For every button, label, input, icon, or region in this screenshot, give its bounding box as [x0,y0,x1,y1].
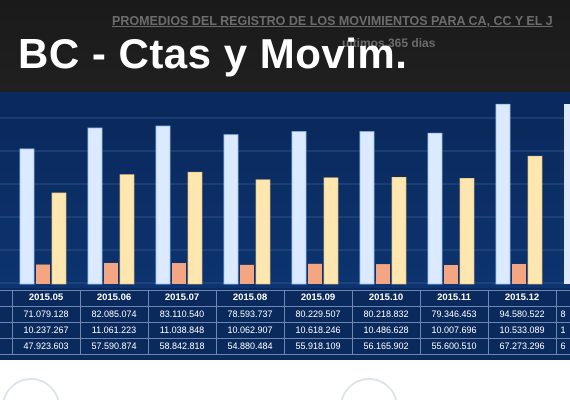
gridlines [0,117,570,284]
chart-subtitle: ultimos 365 dias [342,36,436,50]
bar-series-1 [19,148,35,285]
table-cell: 83.110.540 [159,309,205,319]
table-rule [0,306,570,307]
watermark-seal-icon [2,378,60,400]
table-cell: 80.229.507 [295,309,341,319]
bar-series-3 [187,171,203,285]
data-table: 2015.05 2015.06 2015.07 2015.08 2015.09 2015.… [0,288,570,360]
table-cell: 82.085.074 [91,309,137,319]
chart-title: PROMEDIOS DEL REGISTRO DE LOS MOVIMIENTO… [112,14,553,28]
table-divider [12,290,13,354]
table-cell: 80.218.832 [363,309,409,319]
table-cell: 56.165.902 [363,341,409,351]
slide-title: BC - Ctas y Movim. [18,30,408,77]
bar-series-2 [240,264,254,284]
bar-series-1 [155,125,171,285]
table-cell-partial: 1 [560,325,566,335]
table-cell: 10.062.907 [227,325,273,335]
bar-series-2 [172,263,186,284]
bottom-area [0,360,570,400]
table-cell: 10.237.267 [23,325,69,335]
table-header-cell: 2015.08 [232,292,268,303]
table-cell: 11.061.223 [91,325,137,335]
table-divider [284,290,285,354]
bar-series-1 [359,131,375,285]
table-cell: 78.593.737 [227,309,273,319]
table-rule [0,322,570,323]
bar-series-3 [527,155,543,285]
table-cell: 79.346.453 [431,309,477,319]
table-header-cell: 2015.10 [368,292,404,303]
table-cell: 55.600.510 [431,341,477,351]
table-cell: 94.580.522 [499,309,545,319]
table-cell: 71.079.128 [23,309,69,319]
bar-series-2 [512,263,526,284]
table-header-cell: 2015.12 [504,292,540,303]
bar-series-3 [51,192,67,285]
table-divider [352,290,353,354]
table-cell: 67.273.296 [499,341,545,351]
bar-series-1 [291,131,307,285]
table-cell: 10.486.628 [363,325,409,335]
table-cell: 58.842.818 [159,341,205,351]
table-cell-partial: 8 [560,309,566,319]
bar-series-3 [323,177,339,285]
bar-series-1 [87,127,103,285]
table-header-cell: 2015.09 [300,292,336,303]
table-divider [80,290,81,354]
table-rule [0,290,570,291]
table-divider [556,290,557,354]
table-divider [216,290,217,354]
table-cell: 47.923.603 [23,341,69,351]
table-divider [420,290,421,354]
title-strip: PROMEDIOS DEL REGISTRO DE LOS MOVIMIENTO… [0,0,570,92]
bar-series-3 [255,179,271,285]
table-divider [488,290,489,354]
bar-series-2 [444,264,458,284]
bar-series-1 [495,103,511,285]
table-cell: 11.038.848 [159,325,205,335]
table-header-cell: 2015.05 [28,292,64,303]
table-header-cell: 2015.07 [164,292,200,303]
bar-series-2 [308,263,322,284]
bar-chart [0,103,570,285]
bar-series-2 [36,264,50,284]
watermark-seal-icon [340,378,398,400]
table-rule [0,338,570,339]
bar-series-2 [376,264,390,284]
bar-series-1-partial [564,104,570,284]
table-header-cell: 2015.11 [437,292,471,303]
bars [19,103,570,285]
bar-series-3 [391,176,407,285]
table-cell: 57.590.874 [91,341,137,351]
bar-series-3 [459,178,475,285]
bar-series-1 [427,132,443,285]
table-cell: 54.880.484 [227,341,273,351]
bar-series-2 [104,262,118,284]
table-header-cell: 2015.06 [96,292,132,303]
table-cell: 55.918.109 [295,341,341,351]
table-rule [0,354,570,355]
table-cell: 10.007.696 [431,325,477,335]
table-cell: 10.533.089 [499,325,545,335]
table-cell-partial: 6 [560,341,566,351]
bar-series-3 [119,174,135,285]
table-divider [148,290,149,354]
bar-series-1 [223,134,239,285]
table-cell: 10.618.246 [295,325,341,335]
